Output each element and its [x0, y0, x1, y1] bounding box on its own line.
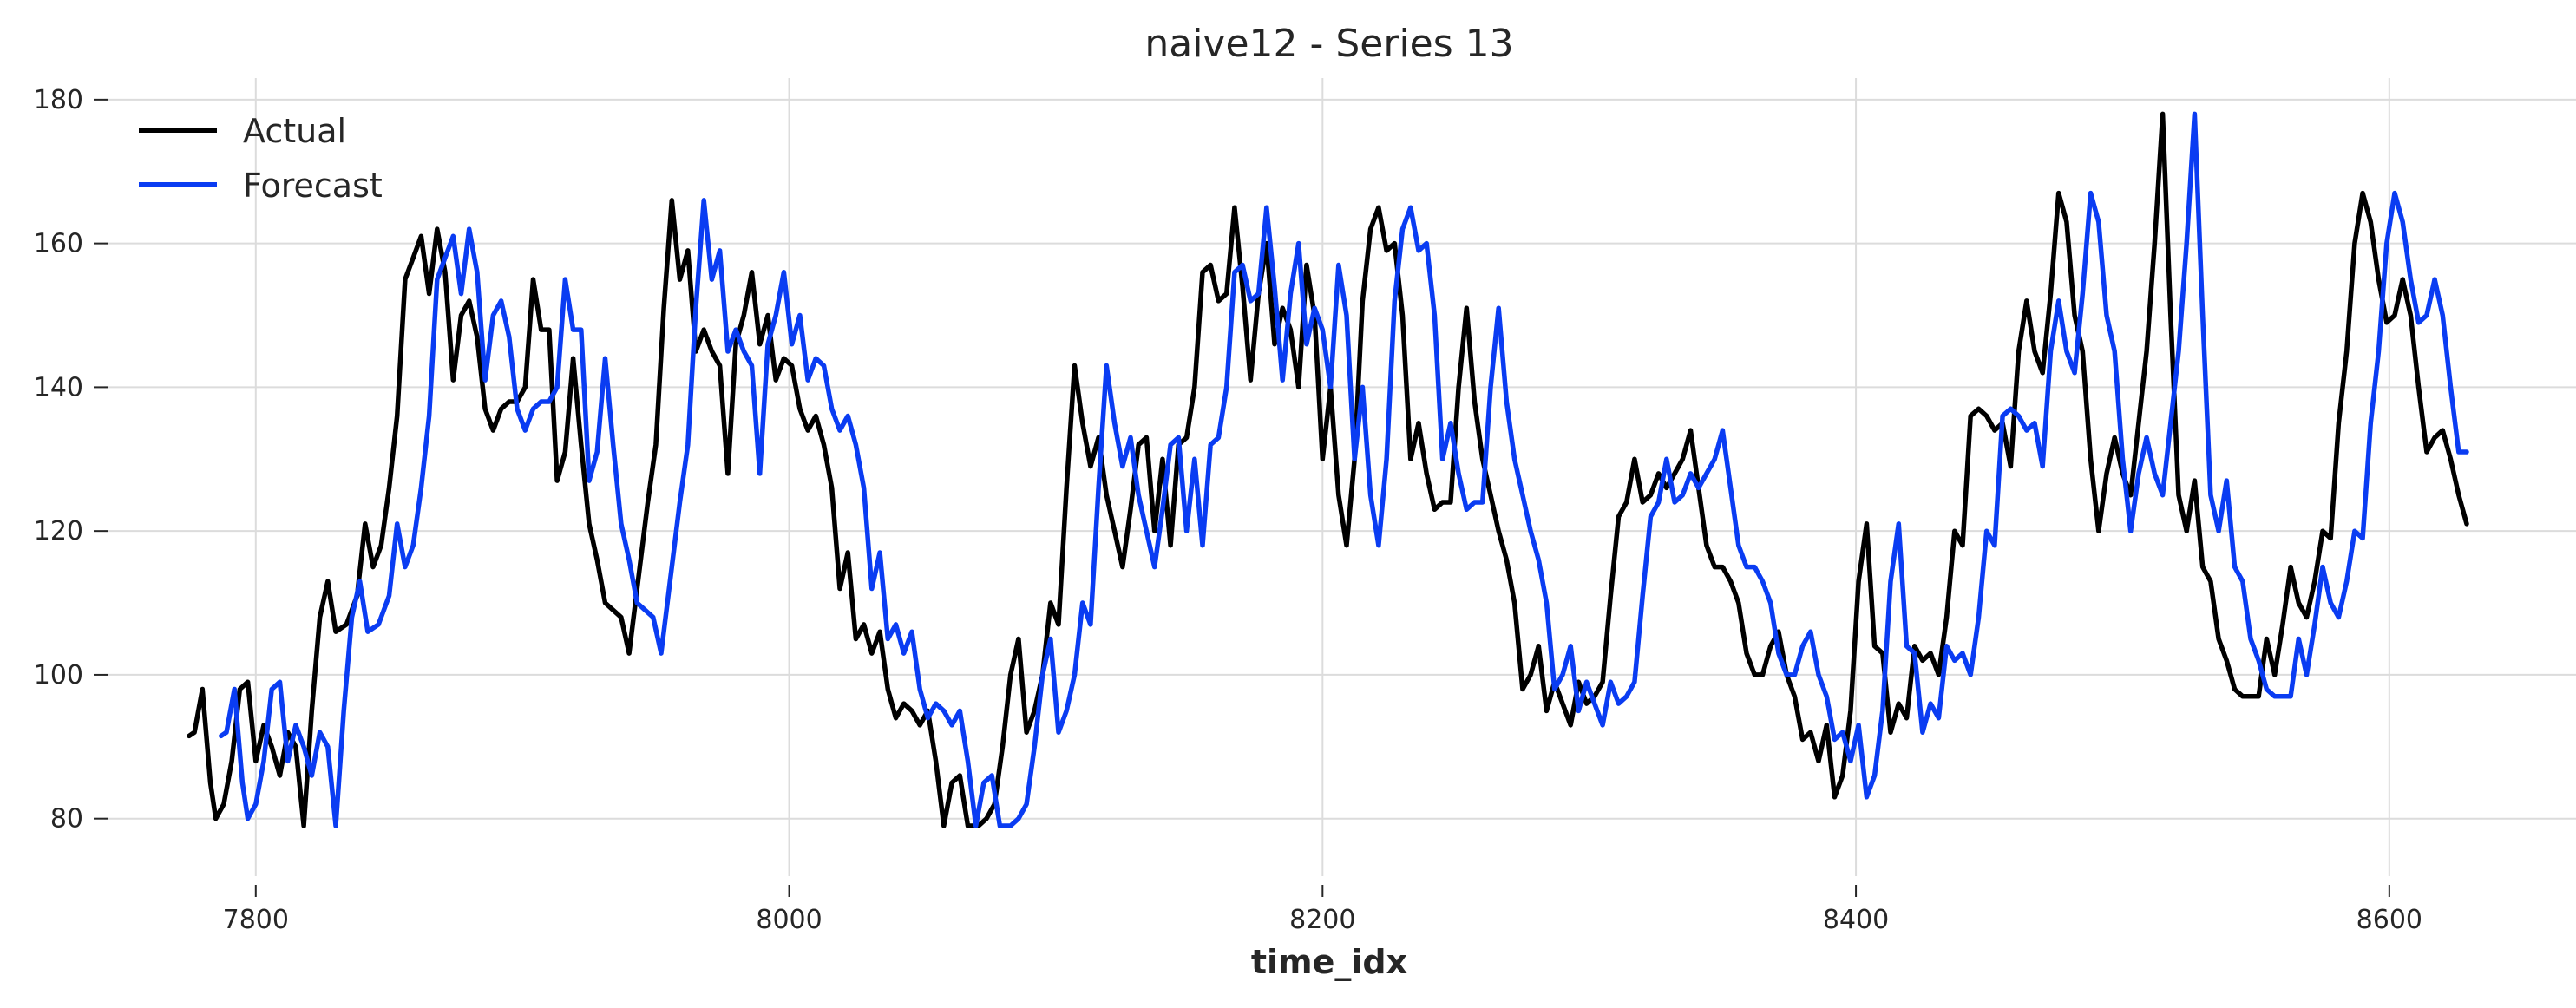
- grid-lines: [104, 78, 2576, 876]
- y-tick-label: 100: [34, 660, 83, 691]
- y-tick-label: 140: [34, 372, 83, 403]
- legend: Actual Forecast: [139, 112, 383, 205]
- chart-title: naive12 - Series 13: [1144, 22, 1513, 66]
- x-tick-label: 8400: [1823, 905, 1889, 935]
- legend-label-actual: Actual: [243, 112, 346, 150]
- y-tick-label: 80: [50, 804, 83, 835]
- series-line-forecast: [219, 111, 2469, 828]
- y-tick-label: 160: [34, 229, 83, 259]
- legend-label-forecast: Forecast: [243, 167, 383, 205]
- y-tick-label: 120: [34, 516, 83, 547]
- x-tick-label: 8600: [2356, 905, 2422, 935]
- axis-ticks: 80 100 120 140 160 180 7800 8000 8200 8400 8600: [34, 85, 2422, 935]
- x-axis-label: time_idx: [1251, 943, 1407, 981]
- series-lines: [187, 111, 2469, 828]
- x-tick-label: 8200: [1289, 905, 1355, 935]
- y-tick-label: 180: [34, 85, 83, 115]
- x-tick-label: 8000: [756, 905, 822, 935]
- x-tick-label: 7800: [223, 905, 289, 935]
